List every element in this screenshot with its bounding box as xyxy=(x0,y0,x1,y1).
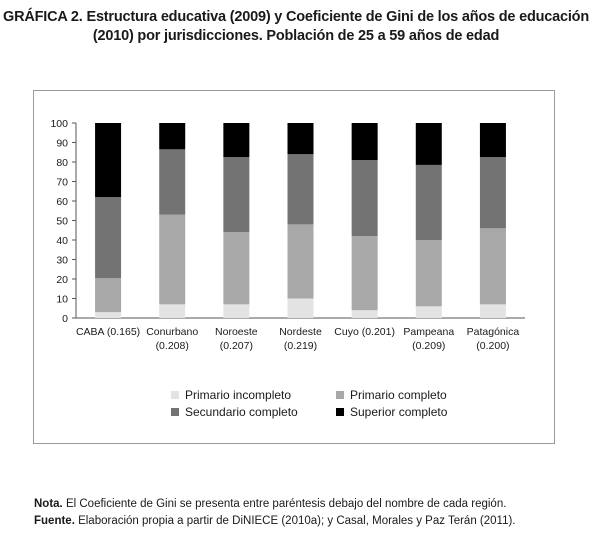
x-tick-label: Cuyo (0.201) xyxy=(334,326,395,338)
bar-segment xyxy=(351,310,378,318)
bar-segment xyxy=(223,304,250,318)
x-tick-label: Patagónica xyxy=(467,326,520,338)
legend-item: Primario incompleto xyxy=(171,386,291,404)
bar-segment xyxy=(479,304,506,318)
y-tick-label: 30 xyxy=(56,255,68,267)
y-tick-label: 0 xyxy=(62,313,68,325)
x-tick-label: (0.207) xyxy=(220,340,253,352)
legend-item: Superior completo xyxy=(336,403,447,421)
bar-segment xyxy=(415,164,442,240)
note-text: El Coeficiente de Gini se presenta entre… xyxy=(62,498,507,510)
bar-segment xyxy=(95,123,122,198)
bar-segment xyxy=(287,123,314,155)
bar-segment xyxy=(415,123,442,165)
bar-segment xyxy=(479,157,506,229)
x-tick-label: (0.209) xyxy=(412,340,445,352)
y-tick-label: 90 xyxy=(56,138,68,150)
x-tick-label: (0.200) xyxy=(476,340,509,352)
figure-title-line1: Estructura educativa (2009) y Coeficient… xyxy=(86,9,589,25)
bar-segment xyxy=(159,214,186,305)
figure-title: GRÁFICA 2. Estructura educativa (2009) y… xyxy=(0,8,592,46)
figure-title-line2: (2010) por jurisdicciones. Población de … xyxy=(92,28,500,44)
bar-segment xyxy=(351,236,378,311)
bar-segment xyxy=(351,160,378,237)
bar-segment xyxy=(95,312,122,318)
x-tick-label: Nordeste xyxy=(279,326,322,338)
y-tick-label: 100 xyxy=(50,118,68,130)
x-tick-label: (0.208) xyxy=(156,340,189,352)
legend-swatch xyxy=(171,408,179,416)
source-text: Elaboración propia a partir de DiNIECE (… xyxy=(74,515,516,527)
bar-segment xyxy=(223,157,250,233)
source-label: Fuente. xyxy=(34,515,75,527)
legend-item: Primario completo xyxy=(336,386,447,404)
figure-notes: Nota. El Coeficiente de Gini se presenta… xyxy=(34,496,574,530)
bar-segment xyxy=(159,123,186,150)
bar-segment xyxy=(287,298,314,318)
bar-segment xyxy=(287,154,314,225)
bar-segment xyxy=(159,304,186,318)
bar-segment xyxy=(479,123,506,158)
legend-swatch xyxy=(171,391,179,399)
x-tick-label: Conurbano xyxy=(146,326,198,338)
bar-segment xyxy=(159,149,186,215)
y-tick-label: 40 xyxy=(56,235,68,247)
legend-label: Secundario completo xyxy=(185,405,298,419)
y-tick-label: 10 xyxy=(56,294,68,306)
bar-segment xyxy=(479,228,506,305)
bar-segment xyxy=(287,224,314,299)
bar-segment xyxy=(223,232,250,305)
y-tick-label: 80 xyxy=(56,157,68,169)
x-tick-label: Noroeste xyxy=(215,326,258,338)
legend-swatch xyxy=(336,408,344,416)
legend-swatch xyxy=(336,391,344,399)
bar-segment xyxy=(95,278,122,313)
y-tick-label: 70 xyxy=(56,177,68,189)
source-line: Fuente. Elaboración propia a partir de D… xyxy=(34,513,574,530)
y-tick-label: 60 xyxy=(56,196,68,208)
note-line: Nota. El Coeficiente de Gini se presenta… xyxy=(34,496,574,513)
y-tick-label: 20 xyxy=(56,274,68,286)
bar-segment xyxy=(415,306,442,318)
figure-label: GRÁFICA 2. xyxy=(2,9,83,25)
note-label: Nota. xyxy=(34,498,63,510)
bar-segment xyxy=(415,240,442,307)
bar-segment xyxy=(223,123,250,158)
y-tick-label: 50 xyxy=(56,216,68,228)
bar-segment xyxy=(351,123,378,161)
bar-segment xyxy=(95,197,122,279)
x-tick-label: (0.219) xyxy=(284,340,317,352)
legend-item: Secundario completo xyxy=(171,403,298,421)
legend-label: Primario incompleto xyxy=(185,388,292,402)
legend-label: Superior completo xyxy=(350,405,448,419)
x-tick-label: CABA (0.165) xyxy=(76,326,140,338)
legend-label: Primario completo xyxy=(350,388,447,402)
x-tick-label: Pampeana xyxy=(403,326,454,338)
